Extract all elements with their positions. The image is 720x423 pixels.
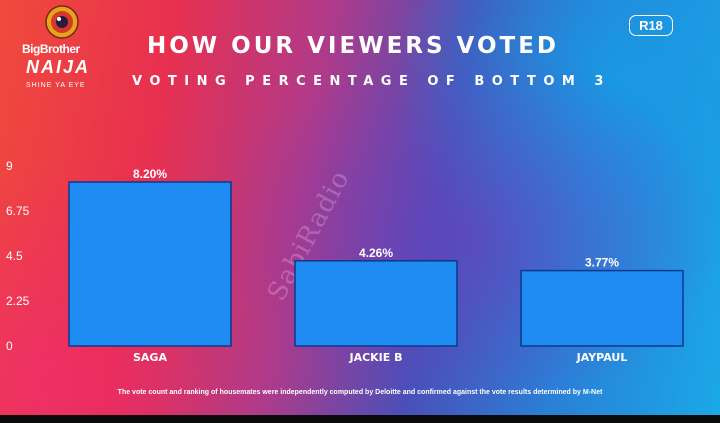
x-tick-label: SAGA bbox=[133, 351, 167, 364]
screen-bezel bbox=[0, 415, 720, 423]
data-label: 4.26% bbox=[359, 246, 393, 260]
eye-icon bbox=[45, 5, 79, 39]
x-tick-label: JACKIE B bbox=[348, 351, 402, 364]
y-tick-label: 0 bbox=[6, 339, 13, 353]
rating-badge: R18 bbox=[629, 15, 673, 36]
data-label: 8.20% bbox=[133, 167, 167, 181]
y-tick-label: 2.25 bbox=[6, 294, 30, 308]
bar-saga bbox=[68, 181, 232, 347]
x-tick-label: JAYPAUL bbox=[576, 351, 628, 364]
y-tick-label: 4.5 bbox=[6, 249, 23, 263]
logo-text-naija: NAIJA bbox=[26, 57, 91, 77]
chart-subtitle: VOTING PERCENTAGE OF BOTTOM 3 bbox=[132, 74, 611, 89]
footnote: The vote count and ranking of housemates… bbox=[117, 389, 603, 396]
bar-jaypaul bbox=[520, 269, 684, 347]
y-tick-label: 9 bbox=[6, 159, 13, 173]
logo-tagline: SHINE YA EYE bbox=[26, 82, 86, 89]
show-logo: BigBrother NAIJA SHINE YA EYE bbox=[18, 4, 106, 96]
logo-text-bigbrother: BigBrother bbox=[22, 42, 80, 56]
bar-jackie-b bbox=[294, 260, 458, 347]
y-tick-label: 6.75 bbox=[6, 204, 30, 218]
data-label: 3.77% bbox=[585, 256, 619, 270]
chart-title: HOW OUR VIEWERS VOTED bbox=[147, 33, 559, 59]
